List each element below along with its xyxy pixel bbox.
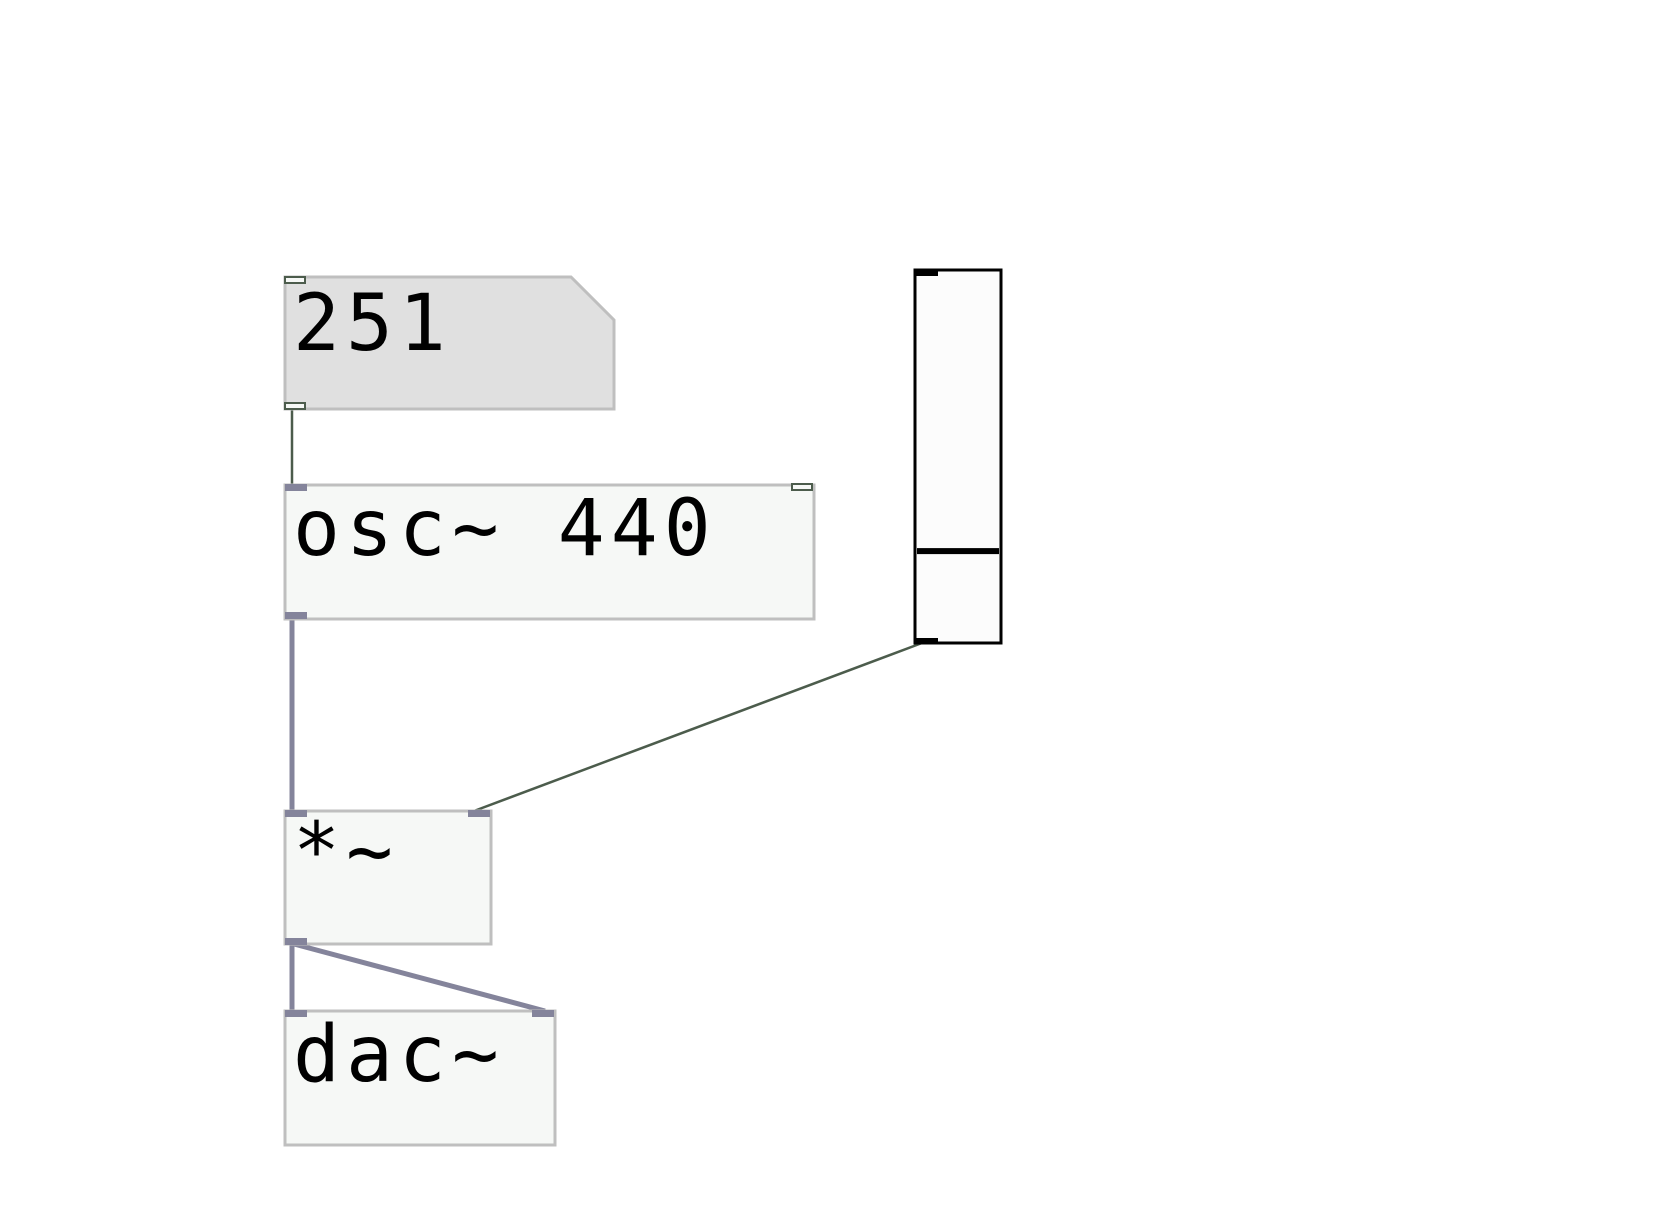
multiply-outlet[interactable] (285, 938, 307, 945)
connections (289, 409, 923, 1014)
dac-object[interactable]: dac~ (283, 1009, 557, 1147)
slider-inlet[interactable] (916, 271, 938, 276)
osc-label: osc~ 440 (293, 484, 717, 574)
multiply-right-inlet[interactable] (468, 810, 490, 817)
osc-left-inlet[interactable] (285, 484, 307, 491)
dac-left-inlet[interactable] (285, 1010, 307, 1017)
cord-slider-to-multiply[interactable] (473, 641, 923, 813)
number-box[interactable]: 251 (283, 275, 616, 411)
slider-knob[interactable] (917, 548, 999, 555)
number-box-inlet[interactable] (284, 276, 306, 284)
osc-right-inlet[interactable] (791, 483, 813, 491)
dac-right-inlet[interactable] (532, 1010, 554, 1017)
slider-outlet[interactable] (916, 638, 938, 642)
vertical-slider[interactable] (913, 268, 1003, 645)
cord-multiply-to-dac-right[interactable] (293, 941, 546, 1014)
osc-outlet[interactable] (285, 612, 307, 619)
dac-label: dac~ (293, 1010, 505, 1100)
multiply-object[interactable]: *~ (283, 807, 493, 946)
number-box-outlet[interactable] (284, 402, 306, 410)
multiply-left-inlet[interactable] (285, 810, 307, 817)
osc-object[interactable]: osc~ 440 (283, 483, 816, 621)
number-box-value: 251 (293, 279, 452, 369)
multiply-label: *~ (293, 807, 399, 897)
